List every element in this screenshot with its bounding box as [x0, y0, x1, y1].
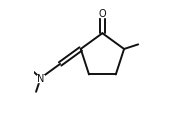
Bar [37, 75, 44, 82]
Bar [99, 11, 106, 18]
Text: N: N [37, 73, 44, 83]
Text: O: O [99, 9, 106, 19]
